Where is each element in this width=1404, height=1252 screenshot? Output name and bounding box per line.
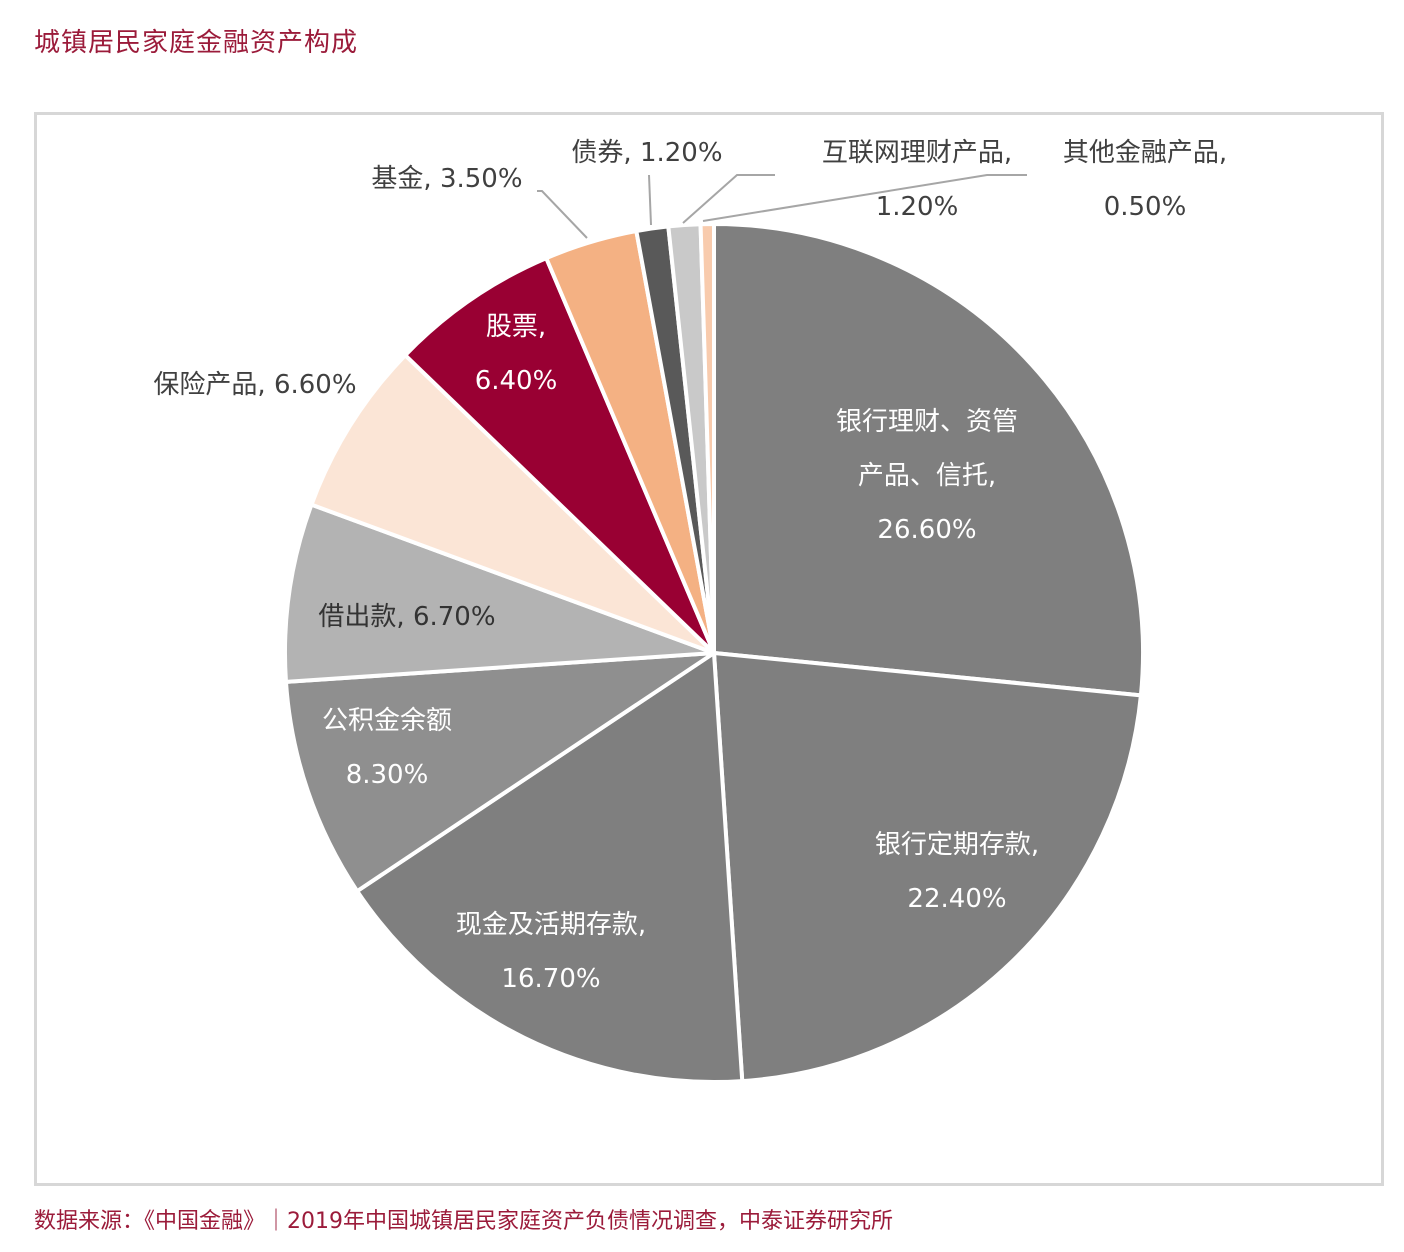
data-label-line: 互联网理财产品, — [822, 138, 1012, 168]
data-label-line: 16.70% — [501, 964, 600, 994]
data-label-line: 0.50% — [1104, 192, 1187, 222]
pie-slice-3 — [355, 651, 745, 1084]
source-note: 数据来源：《中国金融》｜2019年中国城镇居民家庭资产负债情况调查，中泰证券研究… — [34, 1209, 893, 1234]
leader-line-11 — [702, 174, 1027, 222]
data-label-line: 股票, — [486, 312, 546, 342]
data-label-line: 银行理财、资管 — [836, 407, 1018, 437]
pie-slice-2 — [712, 651, 1143, 1084]
pie-slice-1 — [712, 222, 1145, 698]
data-label-line: 其他金融产品, — [1063, 138, 1227, 168]
pie-slice-5 — [283, 502, 716, 684]
data-label-line: 公积金余额 — [322, 706, 452, 736]
pie-chart: 银行理财、资管产品、信托, 26.60% 银行定期存款, 22.40% 现金及活期存款,… — [153, 138, 1227, 1084]
data-label-6: 保险产品, 6.60% — [153, 370, 356, 400]
pie-slice-11 — [698, 221, 716, 655]
leader-line-9 — [648, 174, 652, 226]
data-label-line: 基金, 3.50% — [371, 164, 522, 194]
data-label-line: 8.30% — [346, 760, 429, 790]
pie-slice-7 — [403, 256, 716, 655]
data-label-2: 银行定期存款, 22.40% — [875, 830, 1039, 914]
data-label-7: 股票, 6.40% — [475, 312, 558, 396]
data-label-line: 1.20% — [876, 192, 959, 222]
data-label-line: 现金及活期存款, — [456, 910, 646, 940]
data-label-9: 债券, 1.20% — [571, 138, 722, 168]
chart-frame: 银行理财、资管产品、信托, 26.60% 银行定期存款, 22.40% 现金及活期存款,… — [34, 112, 1384, 1186]
data-label-line: 借出款, 6.70% — [318, 602, 495, 632]
page-title: 城镇居民家庭金融资产构成 — [34, 28, 359, 58]
data-label-4: 公积金余额 8.30% — [322, 706, 452, 790]
data-label-11: 其他金融产品, 0.50% — [1063, 138, 1227, 222]
data-label-line: 银行定期存款, — [875, 830, 1039, 860]
data-label-line: 产品、信托, — [858, 461, 996, 491]
data-label-line: 保险产品, 6.60% — [153, 370, 356, 400]
leader-line-8 — [537, 190, 588, 239]
pie-slice-6 — [309, 353, 716, 655]
data-label-line: 26.60% — [877, 515, 976, 545]
data-label-3: 现金及活期存款, 16.70% — [456, 910, 646, 994]
pie-slice-4 — [283, 651, 716, 894]
leader-line-10 — [682, 174, 775, 224]
data-label-1: 银行理财、资管产品、信托, 26.60% — [836, 407, 1018, 545]
data-label-line: 22.40% — [907, 884, 1006, 914]
data-label-8: 基金, 3.50% — [371, 164, 522, 194]
data-label-5: 借出款, 6.70% — [318, 602, 495, 632]
data-label-line: 6.40% — [475, 366, 558, 396]
data-label-line: 债券, 1.20% — [571, 138, 722, 168]
data-label-10: 互联网理财产品, 1.20% — [822, 138, 1012, 222]
